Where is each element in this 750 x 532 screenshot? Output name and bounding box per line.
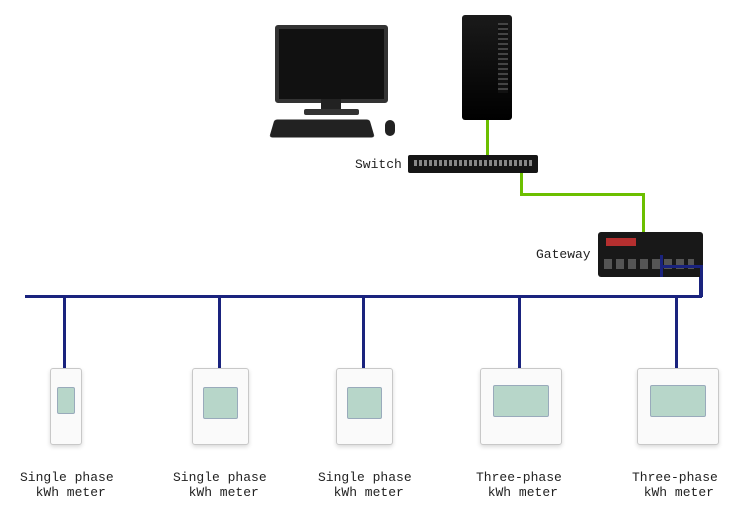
- link-switch-gw-1: [520, 173, 523, 193]
- pc-monitor-icon: [275, 25, 388, 103]
- link-gw-stub: [660, 265, 663, 277]
- meter-1-label: Single phase kWh meter: [20, 470, 114, 500]
- keyboard-icon: [269, 119, 375, 137]
- drop-m4: [518, 295, 521, 368]
- link-server-switch: [486, 120, 489, 155]
- meter-2-icon: [192, 368, 249, 445]
- meter-4-label: Three-phase kWh meter: [476, 470, 562, 500]
- drop-m5: [675, 295, 678, 368]
- riser-gw: [699, 277, 702, 297]
- mouse-icon: [385, 120, 395, 136]
- link-gw-connector: [660, 255, 663, 265]
- meter-2-label: Single phase kWh meter: [173, 470, 267, 500]
- link-gw-bus-h: [660, 265, 703, 268]
- link-switch-gw-2: [520, 193, 645, 196]
- meter-1-icon: [50, 368, 82, 445]
- meter-3-label: Single phase kWh meter: [318, 470, 412, 500]
- gateway-icon: [598, 232, 703, 277]
- diagram-canvas: Switch Gateway Single phase kWh meter Si…: [0, 0, 750, 532]
- meter-5-label: Three-phase kWh meter: [632, 470, 718, 500]
- meter-3-icon: [336, 368, 393, 445]
- switch-icon: [408, 155, 538, 173]
- server-tower-icon: [462, 15, 512, 120]
- drop-m3: [362, 295, 365, 368]
- drop-m1: [63, 295, 66, 368]
- switch-label: Switch: [355, 157, 402, 172]
- meter-4-icon: [480, 368, 562, 445]
- meter-5-icon: [637, 368, 719, 445]
- link-switch-gw-3: [642, 193, 645, 232]
- gateway-label: Gateway: [536, 247, 591, 262]
- drop-m2: [218, 295, 221, 368]
